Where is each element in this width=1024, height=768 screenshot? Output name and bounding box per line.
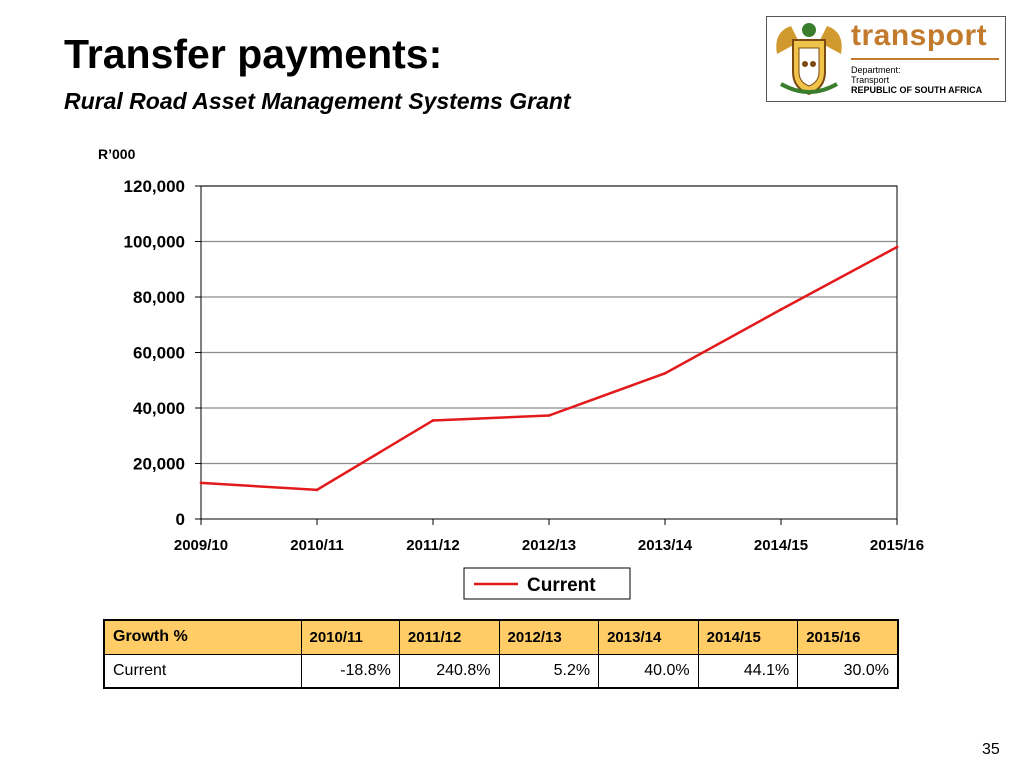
legend-label: Current xyxy=(527,575,596,596)
data-point xyxy=(663,371,667,375)
logo-country-label: REPUBLIC OF SOUTH AFRICA xyxy=(851,85,983,95)
growth-table-cell: 40.0% xyxy=(598,653,699,689)
growth-table-header-cell: Growth % xyxy=(103,619,302,655)
growth-table-header-cell: 2014/15 xyxy=(697,619,799,655)
y-tick-label: 60,000 xyxy=(133,344,185,363)
data-point xyxy=(315,488,319,492)
y-tick-label: 20,000 xyxy=(133,455,185,474)
coat-of-arms-icon xyxy=(776,23,842,96)
growth-table-header-cell: 2011/12 xyxy=(398,619,500,655)
x-tick-label: 2015/16 xyxy=(870,537,924,554)
page-number: 35 xyxy=(982,741,1000,758)
line-chart: 0 20,000 40,000 60,000 80,000 100,000 120,000 2… xyxy=(124,177,924,600)
growth-table-header-cell: 2010/11 xyxy=(300,619,400,655)
growth-table-cell: -18.8% xyxy=(300,653,400,689)
data-point xyxy=(431,419,435,422)
logo-wordmark: transport xyxy=(851,19,988,52)
y-tick-label: 100,000 xyxy=(124,233,185,252)
logo-department-label: Department: xyxy=(851,65,901,75)
data-point xyxy=(199,481,203,485)
x-tick-label: 2010/11 xyxy=(290,537,343,554)
growth-table-cell: 44.1% xyxy=(697,653,799,689)
x-tick-label: 2013/14 xyxy=(638,537,693,554)
growth-table-header-cell: 2015/16 xyxy=(797,619,899,655)
y-tick-label: 40,000 xyxy=(133,399,185,418)
data-point xyxy=(779,308,783,311)
chart-unit-label: R’000 xyxy=(98,146,136,162)
x-tick-label: 2012/13 xyxy=(522,537,576,554)
growth-table-cell: 240.8% xyxy=(398,653,500,689)
logo-divider xyxy=(851,58,999,60)
x-tick-label: 2009/10 xyxy=(174,537,228,554)
slide-title: Transfer payments: xyxy=(64,31,443,77)
table-row: Current -18.8% 240.8% 5.2% 40.0% 44.1% 3… xyxy=(103,653,899,689)
growth-table-cell: 30.0% xyxy=(797,653,899,689)
growth-table-cell: 5.2% xyxy=(498,653,600,689)
x-tick-label: 2014/15 xyxy=(754,537,808,554)
x-tick-label: 2011/12 xyxy=(406,537,459,554)
growth-table-row-label: Current xyxy=(103,653,302,689)
growth-table-header-cell: 2013/14 xyxy=(598,619,699,655)
growth-table-header-row: Growth % 2010/11 2011/12 2012/13 2013/14… xyxy=(103,619,899,655)
data-point xyxy=(547,414,551,417)
data-point xyxy=(895,245,899,249)
growth-table: Growth % 2010/11 2011/12 2012/13 2013/14… xyxy=(103,619,899,689)
y-tick-label: 120,000 xyxy=(124,177,185,196)
y-tick-label: 0 xyxy=(176,510,185,529)
slide-subtitle: Rural Road Asset Management Systems Gran… xyxy=(64,88,571,114)
logo-transport-label: Transport xyxy=(851,75,890,85)
y-tick-label: 80,000 xyxy=(133,288,185,307)
growth-table-header-cell: 2012/13 xyxy=(498,619,600,655)
department-logo: transport Department: Transport REPUBLIC… xyxy=(766,16,1006,102)
series-line-current xyxy=(200,245,898,492)
